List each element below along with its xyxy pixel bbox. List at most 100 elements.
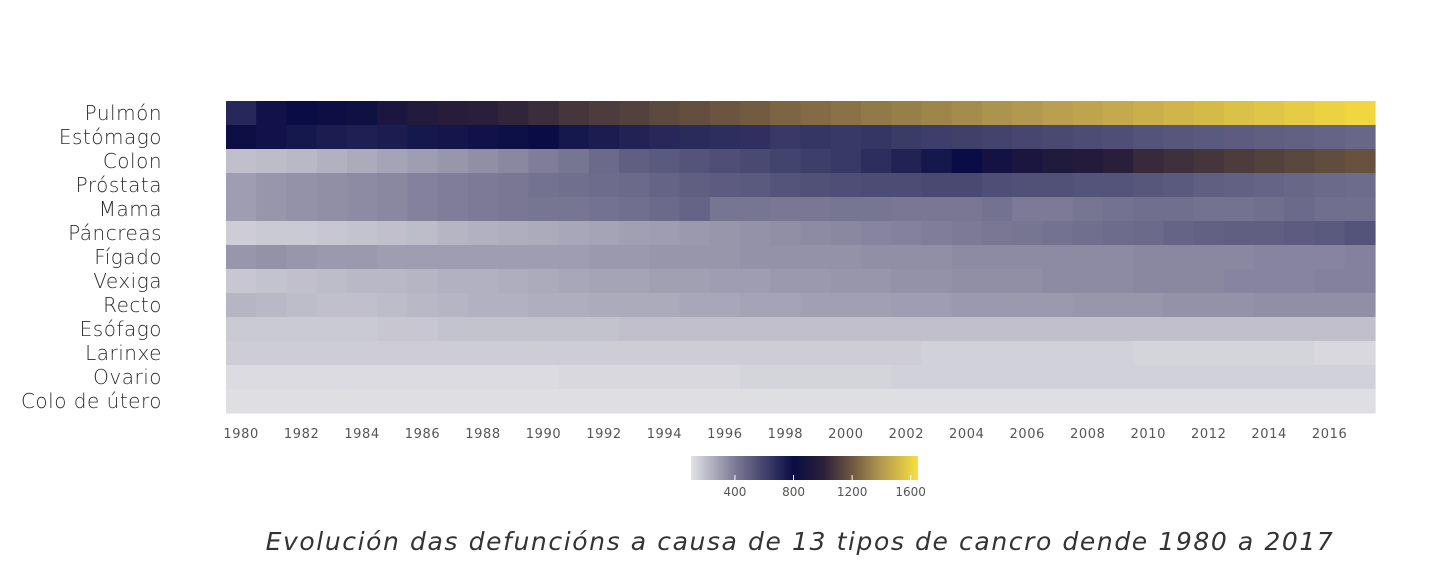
heatmap-cell: [1102, 341, 1134, 366]
heatmap-cell: [316, 317, 348, 342]
heatmap-cell: [498, 341, 529, 366]
heatmap-cell: [1284, 197, 1316, 222]
heatmap-cell: [921, 101, 953, 126]
heatmap-cell: [1163, 125, 1195, 150]
heatmap-cell: [1042, 341, 1074, 366]
heatmap-cell: [740, 101, 771, 126]
legend-tick-label: 1200: [837, 485, 868, 499]
heatmap-cell: [770, 341, 802, 366]
heatmap-cell: [1284, 101, 1316, 126]
heatmap-cell: [1223, 221, 1255, 246]
heatmap-cell: [1012, 101, 1043, 126]
heatmap-cell: [226, 365, 257, 390]
heatmap-cell: [770, 173, 802, 198]
heatmap-cell: [860, 317, 892, 342]
heatmap-cell: [256, 197, 288, 222]
heatmap-cell: [981, 341, 1013, 366]
heatmap-cell: [407, 293, 439, 318]
heatmap-cell: [1102, 317, 1134, 342]
heatmap-cell: [1254, 293, 1285, 318]
heatmap-cell: [558, 245, 590, 270]
heatmap-cell: [256, 101, 288, 126]
heatmap-cell: [619, 149, 650, 174]
heatmap-cell: [1072, 341, 1104, 366]
heatmap-cell: [951, 341, 983, 366]
heatmap-cell: [1102, 293, 1134, 318]
heatmap-cell: [800, 197, 832, 222]
heatmap-cell: [467, 149, 499, 174]
heatmap-cell: [1223, 317, 1255, 342]
heatmap-cell: [407, 173, 439, 198]
heatmap-cell: [558, 365, 590, 390]
heatmap-cell: [377, 197, 409, 222]
heatmap-cell: [1254, 221, 1285, 246]
heatmap-cell: [1284, 365, 1316, 390]
heatmap-cell: [951, 389, 983, 414]
heatmap-cell: [1102, 389, 1134, 414]
heatmap-cell: [860, 389, 892, 414]
heatmap-cell: [1012, 365, 1043, 390]
heatmap-cell: [860, 269, 892, 294]
row-label: Recto: [103, 293, 162, 317]
heatmap-cell: [1314, 365, 1346, 390]
heatmap-cell: [951, 173, 983, 198]
heatmap-cell: [437, 341, 469, 366]
heatmap-cell: [1193, 149, 1225, 174]
x-tick-label: 2010: [1130, 427, 1165, 442]
x-tick-label: 2002: [889, 427, 924, 442]
heatmap-cell: [679, 149, 711, 174]
heatmap-cell: [1042, 221, 1074, 246]
heatmap-cell: [921, 341, 953, 366]
heatmap-cell: [558, 149, 590, 174]
heatmap-cell: [1193, 317, 1225, 342]
heatmap-cell: [1254, 341, 1285, 366]
heatmap-cell: [346, 173, 378, 198]
heatmap-cell: [981, 389, 1013, 414]
heatmap-cell: [649, 245, 681, 270]
heatmap-cell: [981, 173, 1013, 198]
heatmap-cell: [649, 341, 681, 366]
heatmap-cell: [1102, 173, 1134, 198]
heatmap-cell: [740, 245, 771, 270]
heatmap-cell: [1133, 245, 1164, 270]
heatmap-cell: [1133, 173, 1164, 198]
heatmap-cell: [256, 365, 288, 390]
heatmap-cell: [316, 173, 348, 198]
heatmap-cell: [407, 101, 439, 126]
heatmap-cell: [619, 269, 650, 294]
heatmap-cell: [830, 269, 862, 294]
heatmap-cell: [740, 149, 771, 174]
heatmap-cell: [588, 221, 620, 246]
heatmap-cell: [860, 341, 892, 366]
heatmap-cell: [407, 221, 439, 246]
heatmap-cell: [740, 173, 771, 198]
heatmap-cell: [679, 125, 711, 150]
heatmap-cell: [256, 173, 288, 198]
heatmap-cell: [498, 269, 529, 294]
heatmap-cell: [740, 197, 771, 222]
heatmap-cell: [1012, 245, 1043, 270]
heatmap-cell: [1344, 173, 1376, 198]
x-tick-label: 1998: [768, 427, 803, 442]
heatmap-cell: [528, 125, 560, 150]
heatmap-cell: [498, 317, 529, 342]
heatmap-cell: [1163, 101, 1195, 126]
heatmap-cell: [467, 389, 499, 414]
heatmap-cell: [1254, 149, 1285, 174]
heatmap-cell: [921, 365, 953, 390]
heatmap-cell: [891, 245, 923, 270]
heatmap-cell: [921, 173, 953, 198]
heatmap-cell: [346, 245, 378, 270]
heatmap-cell: [1163, 341, 1195, 366]
x-tick-label: 1980: [223, 427, 258, 442]
heatmap-cell: [1012, 293, 1043, 318]
heatmap-cell: [377, 101, 409, 126]
heatmap-cell: [588, 317, 620, 342]
heatmap-cell: [1163, 149, 1195, 174]
row-label: Pulmón: [85, 101, 162, 125]
heatmap-cell: [1344, 389, 1376, 414]
heatmap-cell: [709, 365, 741, 390]
heatmap-cell: [1072, 221, 1104, 246]
heatmap-cell: [1042, 125, 1074, 150]
